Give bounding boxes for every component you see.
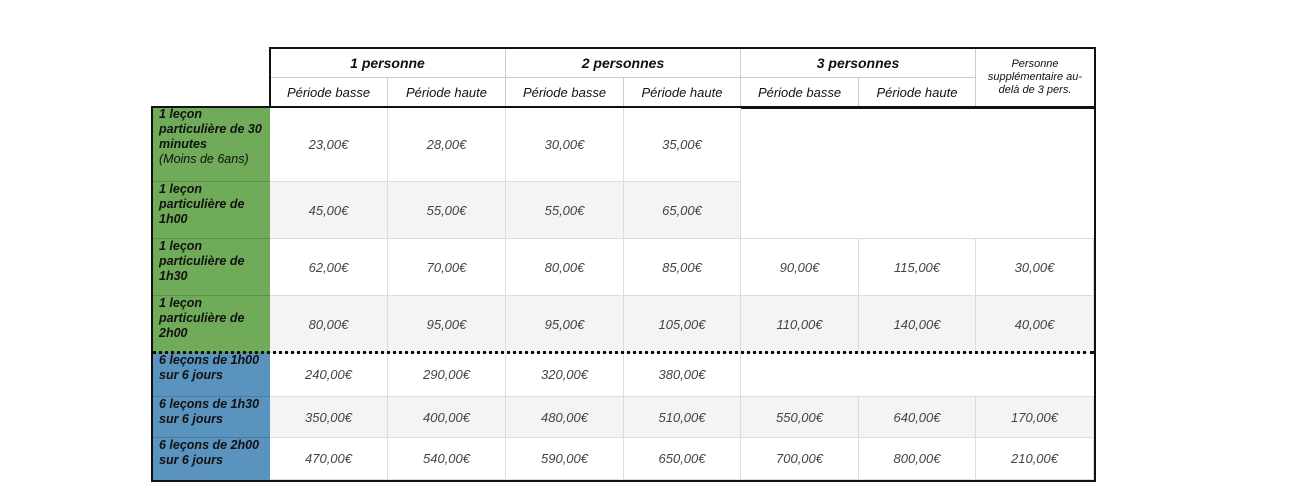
price-cell: 80,00€ — [506, 239, 624, 296]
price-cell: 170,00€ — [976, 397, 1094, 438]
group-header: Personne supplémentaire au-delà de 3 per… — [987, 58, 1083, 96]
empty-block — [741, 107, 1094, 239]
section-divider — [152, 351, 1094, 354]
price-cell: 800,00€ — [859, 438, 976, 480]
row-label: 1 leçon particulière de 1h30 — [152, 239, 270, 296]
period-header: Période basse — [506, 78, 624, 107]
price-cell: 85,00€ — [624, 239, 741, 296]
row-label-text: 1 leçon particulière de 2h00 — [159, 296, 245, 340]
price-cell: 400,00€ — [388, 397, 506, 438]
row-label: 6 leçons de 2h00 sur 6 jours — [152, 438, 270, 480]
price-cell: 30,00€ — [506, 107, 624, 182]
price-cell: 700,00€ — [741, 438, 859, 480]
empty-block — [741, 353, 1094, 397]
price-cell: 350,00€ — [270, 397, 388, 438]
price-cell: 55,00€ — [388, 182, 506, 239]
row-label-text: 6 leçons de 1h00 sur 6 jours — [159, 353, 260, 382]
row-label: 1 leçon particulière de 1h00 — [152, 182, 270, 239]
price-cell: 380,00€ — [624, 353, 741, 397]
header-frame — [269, 47, 1096, 109]
row-label-text: 1 leçon particulière de 1h00 — [159, 182, 245, 226]
price-cell: 45,00€ — [270, 182, 388, 239]
row-label: 1 leçon particulière de 30 minutes (Moins… — [152, 107, 270, 182]
price-cell: 550,00€ — [741, 397, 859, 438]
period-header: Période basse — [270, 78, 388, 107]
price-cell: 210,00€ — [976, 438, 1094, 480]
group-header: 2 personnes — [506, 48, 741, 78]
row-label-text: 6 leçons de 2h00 sur 6 jours — [159, 438, 260, 467]
price-cell: 590,00€ — [506, 438, 624, 480]
period-header: Période haute — [624, 78, 741, 107]
price-cell: 28,00€ — [388, 107, 506, 182]
price-cell: 40,00€ — [976, 296, 1094, 353]
price-cell: 320,00€ — [506, 353, 624, 397]
row-label: 6 leçons de 1h00 sur 6 jours — [152, 353, 270, 397]
price-cell: 290,00€ — [388, 353, 506, 397]
price-cell: 65,00€ — [624, 182, 741, 239]
price-cell: 55,00€ — [506, 182, 624, 239]
period-header: Période haute — [388, 78, 506, 107]
row-label-text: 1 leçon particulière de 30 minutes — [159, 107, 262, 151]
price-cell: 115,00€ — [859, 239, 976, 296]
price-cell: 35,00€ — [624, 107, 741, 182]
period-header: Période basse — [741, 78, 859, 107]
row-label: 6 leçons de 1h30 sur 6 jours — [152, 397, 270, 438]
price-cell: 30,00€ — [976, 239, 1094, 296]
price-cell: 110,00€ — [741, 296, 859, 353]
price-cell: 23,00€ — [270, 107, 388, 182]
price-cell: 470,00€ — [270, 438, 388, 480]
row-note: (Moins de 6ans) — [159, 152, 249, 166]
price-cell: 640,00€ — [859, 397, 976, 438]
price-cell: 480,00€ — [506, 397, 624, 438]
price-cell: 510,00€ — [624, 397, 741, 438]
price-cell: 62,00€ — [270, 239, 388, 296]
period-header: Période haute — [859, 78, 976, 107]
row-label-text: 1 leçon particulière de 1h30 — [159, 239, 245, 283]
price-cell: 650,00€ — [624, 438, 741, 480]
price-cell: 70,00€ — [388, 239, 506, 296]
body-frame — [151, 106, 1096, 482]
row-label-text: 6 leçons de 1h30 sur 6 jours — [159, 397, 260, 426]
price-cell: 240,00€ — [270, 353, 388, 397]
group-header: 1 personne — [270, 48, 506, 78]
group-header: 3 personnes — [741, 48, 976, 78]
price-cell: 540,00€ — [388, 438, 506, 480]
price-cell: 90,00€ — [741, 239, 859, 296]
